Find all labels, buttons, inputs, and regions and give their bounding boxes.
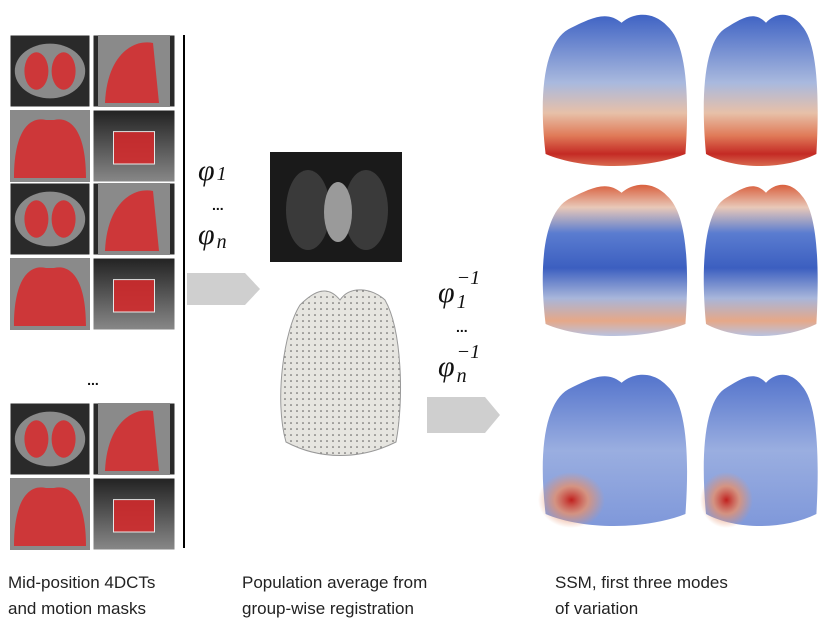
ssm-lung [543,15,687,166]
mask [52,52,76,89]
ssm-lung [704,185,818,336]
arrow [427,397,500,433]
panel-ellipsis: ... [87,372,99,388]
figure: ... φ1 ... φn φ1−1 ... φn−1 Mid-position… [0,0,822,626]
arrow [187,273,260,305]
page: {"captions": [ {"lines": ["Mid-position … [0,0,822,626]
caption: Mid-position 4DCTs [8,573,155,592]
ct-heart [324,182,352,242]
ssm-lung [543,185,687,336]
forward-ellipsis: ... [212,197,224,213]
mask [52,420,76,457]
caption: Population average from [242,573,427,592]
hotspot [538,472,605,528]
hotspot [700,472,753,528]
mask [114,280,155,312]
mask [24,420,48,457]
ct-lung [286,170,330,250]
caption: group-wise registration [242,599,414,618]
mask [52,200,76,237]
caption: and motion masks [8,599,146,618]
ssm-lung [704,15,818,166]
caption: SSM, first three modes [555,573,728,592]
mask [114,132,155,164]
caption: of variation [555,599,638,618]
mask [114,500,155,532]
mask [24,52,48,89]
mask [24,200,48,237]
mesh-lung [281,290,401,456]
inverse-ellipsis: ... [456,319,468,335]
